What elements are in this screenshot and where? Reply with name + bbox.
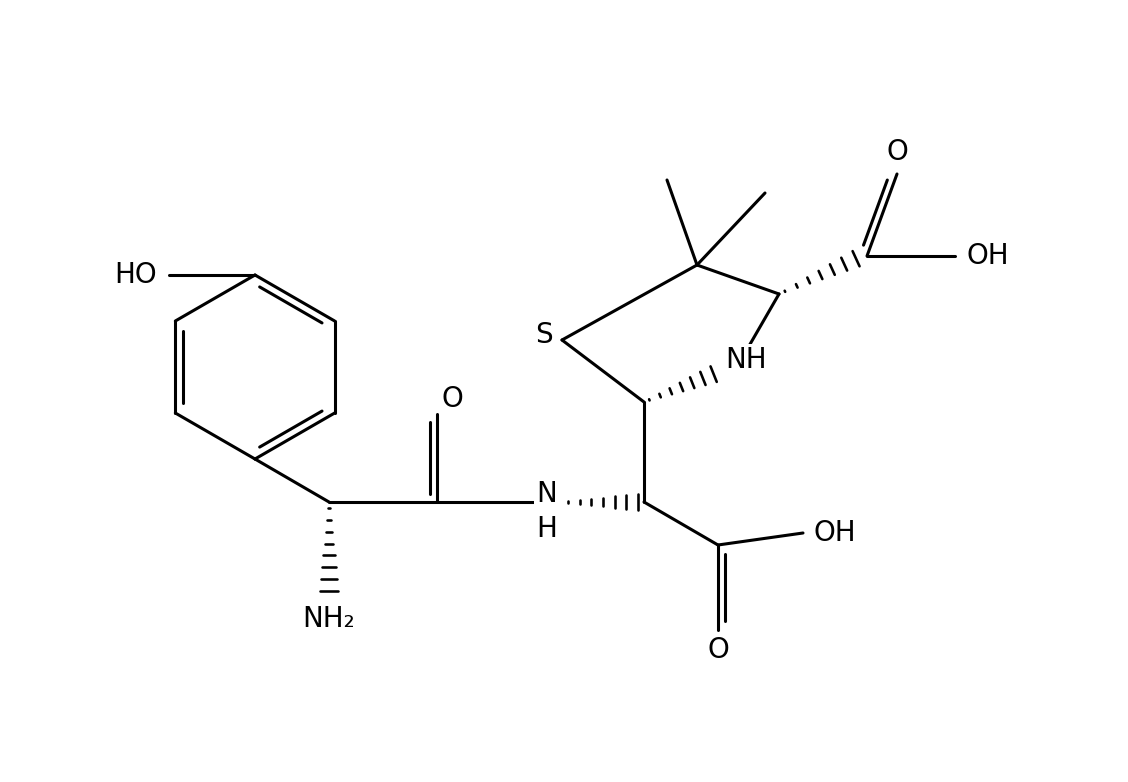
- Text: O: O: [707, 636, 729, 664]
- Text: NH₂: NH₂: [302, 605, 355, 633]
- Text: H: H: [537, 515, 557, 543]
- Text: O: O: [887, 138, 908, 166]
- Text: HO: HO: [114, 261, 157, 289]
- Text: O: O: [441, 385, 462, 413]
- Text: N: N: [537, 480, 557, 508]
- Text: OH: OH: [813, 519, 856, 547]
- Text: OH: OH: [967, 242, 1010, 270]
- Text: S: S: [535, 321, 553, 349]
- Text: NH: NH: [725, 346, 767, 374]
